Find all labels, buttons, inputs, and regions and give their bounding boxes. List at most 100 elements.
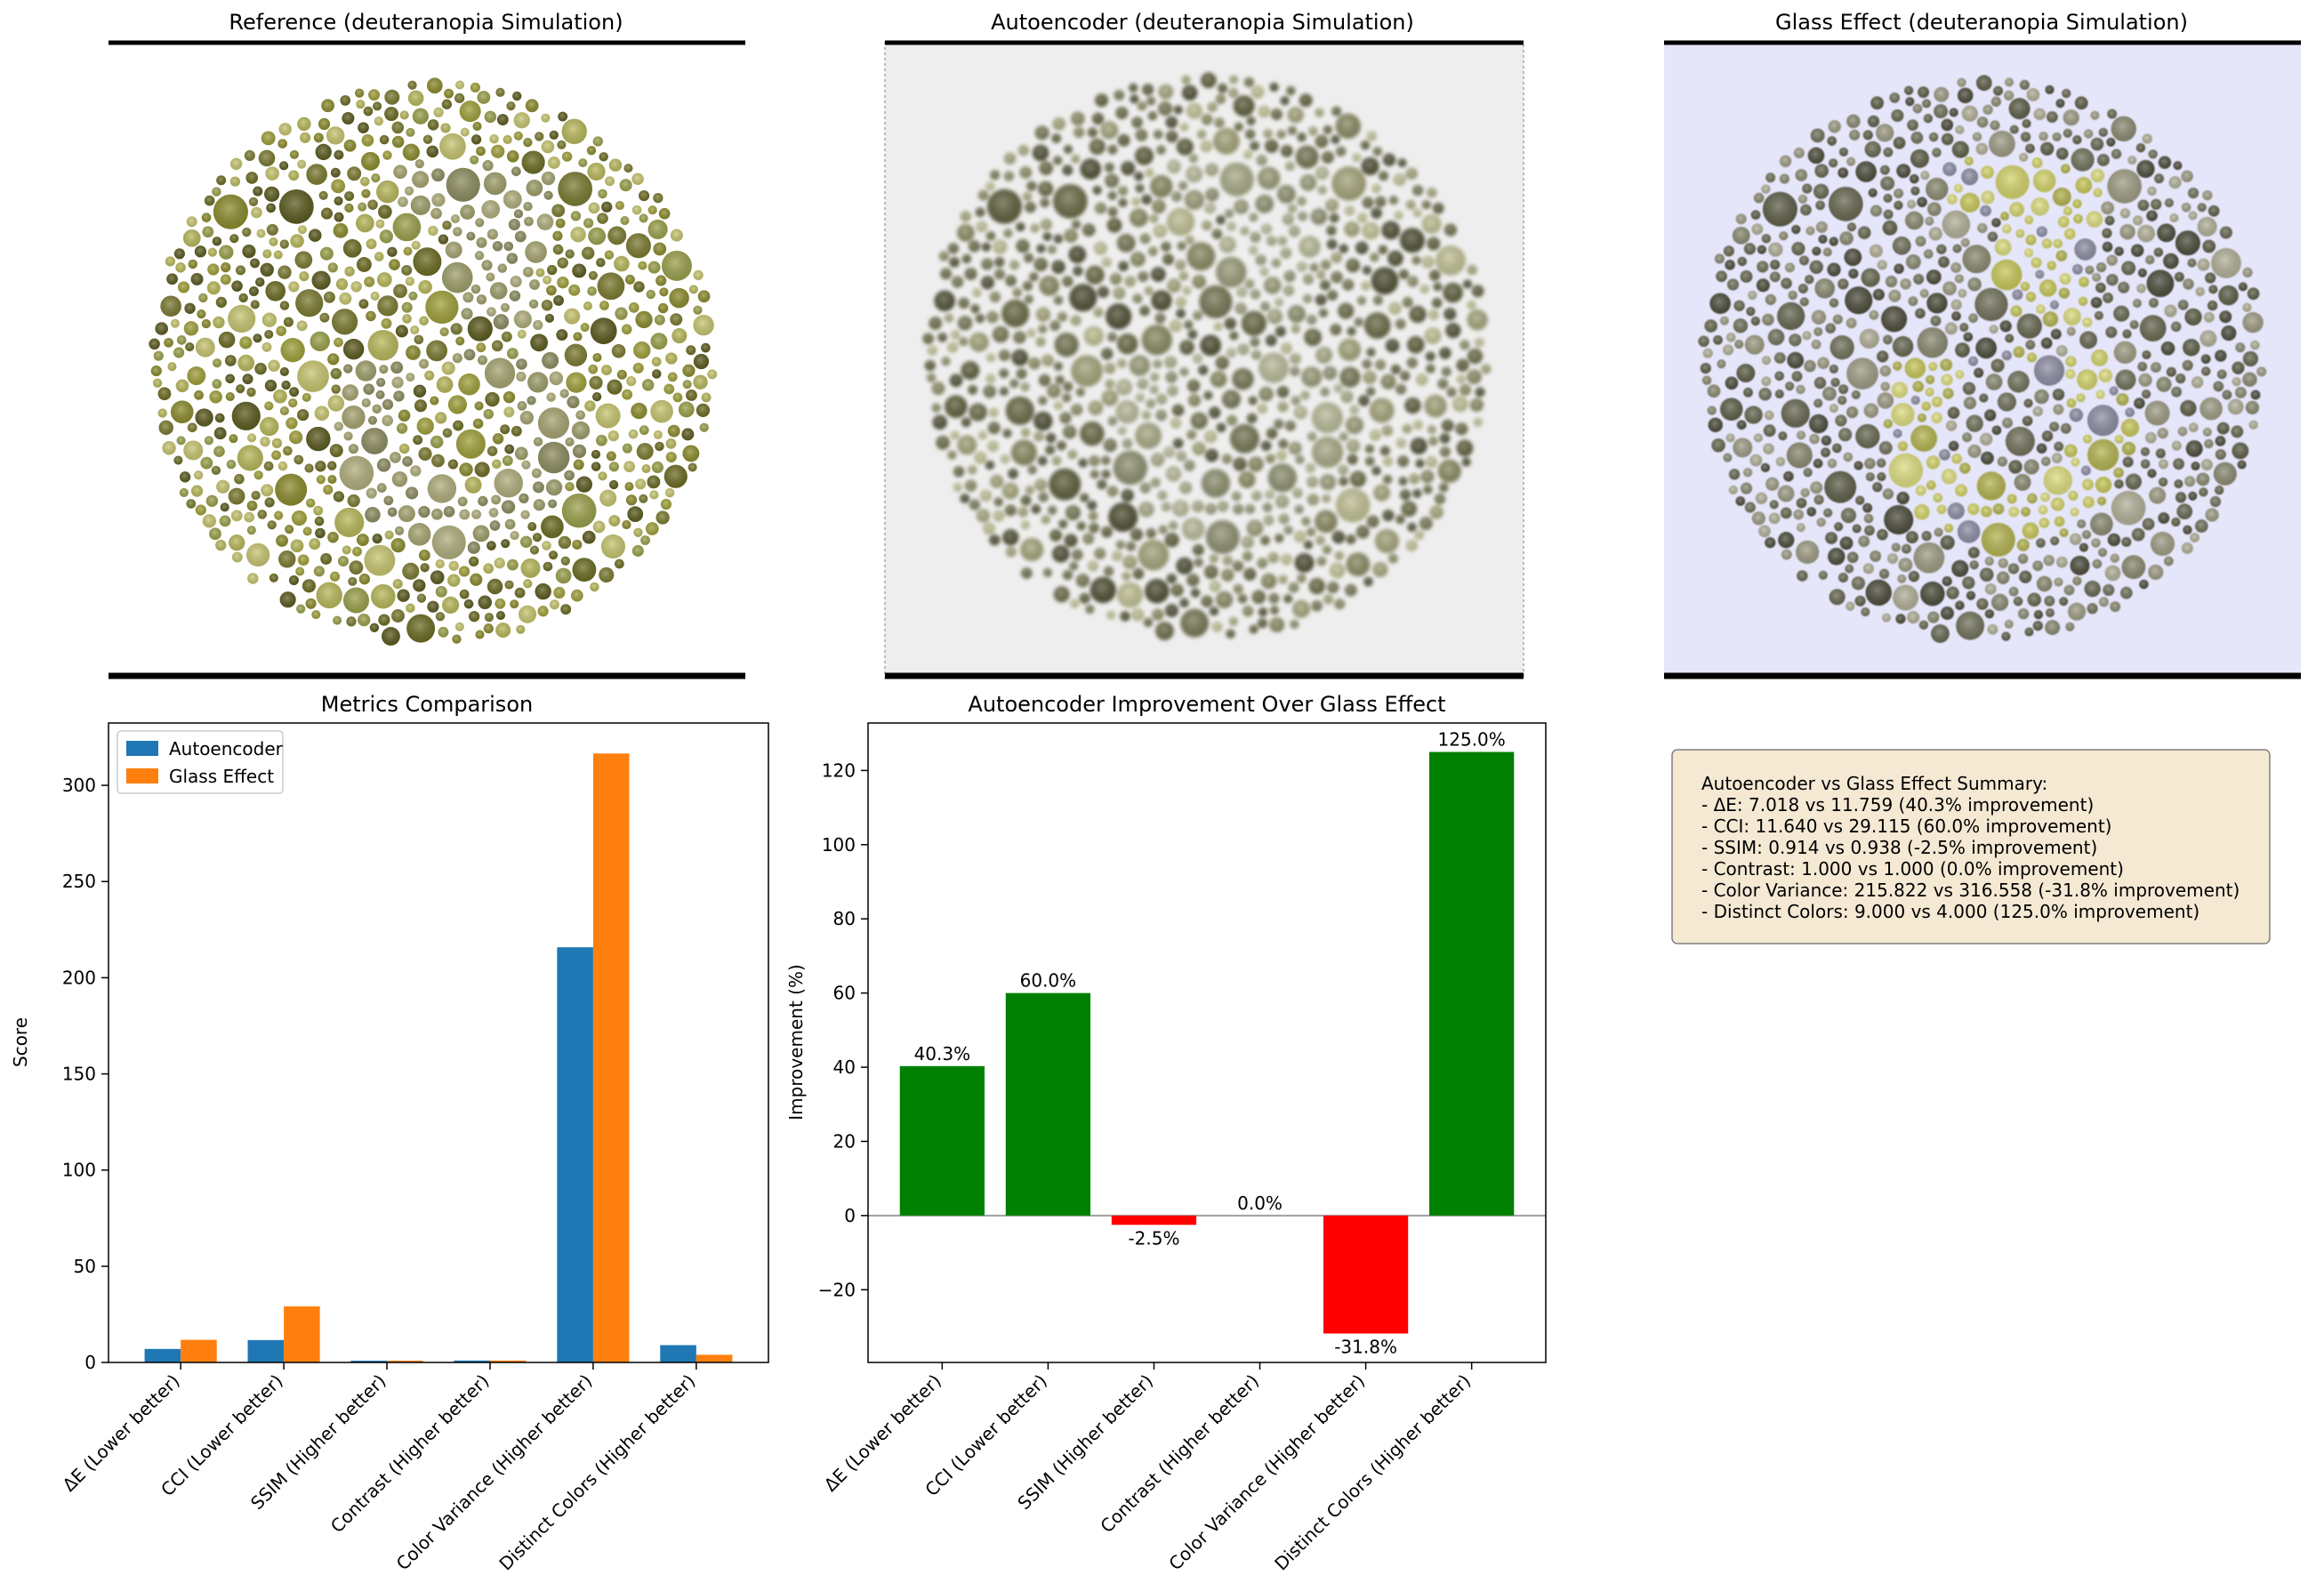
plate-dot-shade: [510, 276, 522, 288]
plate-dot-shade: [1331, 270, 1343, 284]
plate-dot-shade: [1122, 438, 1133, 449]
plate-dot-shade: [2107, 108, 2118, 119]
plate-dot-shade: [462, 292, 474, 303]
plate-dot-shade: [2232, 442, 2249, 460]
plate-dot-shade: [306, 498, 316, 508]
plate-dot-shade: [701, 392, 712, 403]
plate-dot-shade: [2242, 302, 2252, 312]
plate-dot-shade: [1460, 384, 1471, 396]
plate-dot-shade: [601, 365, 612, 376]
plate-dot-shade: [1219, 162, 1254, 197]
plate-dot-shade: [961, 361, 980, 381]
plate-dot-shade: [1116, 582, 1144, 608]
plate-dot-shade: [555, 567, 572, 584]
plate-dot-shade: [1237, 593, 1248, 604]
plate-dot-shade: [1243, 76, 1254, 88]
plate-dot-shade: [1064, 534, 1078, 548]
plate-dot-shade: [977, 189, 989, 201]
plate-dot-shade: [1864, 141, 1881, 158]
plate-dot-shade: [1229, 331, 1239, 341]
plate-dot-shade: [1990, 120, 2000, 131]
plate-dot-shade: [304, 463, 314, 473]
plate-dot-shade: [636, 443, 654, 461]
plate-dot-shade: [463, 599, 474, 609]
plate-dot-shade: [326, 126, 345, 145]
plate-dot-shade: [184, 302, 196, 314]
plate-dot-shade: [2059, 527, 2069, 538]
plate-dot-shade: [209, 390, 222, 404]
plate-dot-shade: [1142, 84, 1154, 96]
plate-dot-shade: [413, 435, 423, 446]
plate-dot-shade: [391, 471, 408, 487]
plate-dot-shade: [1184, 460, 1195, 471]
plate-dot-shade: [1054, 333, 1079, 358]
plate-dot-shade: [1781, 549, 1792, 560]
plate-dot-shade: [2095, 390, 2105, 399]
plate-dot-shade: [200, 456, 213, 470]
plate-dot-shade: [1994, 238, 2012, 256]
plate-dot-shade: [1278, 575, 1288, 584]
plate-dot-shade: [2052, 187, 2071, 206]
plate-dot-shade: [1164, 356, 1178, 369]
plate-dot-shade: [1467, 264, 1477, 276]
plate-dot-shade: [514, 587, 526, 599]
plate-dot-shade: [1217, 501, 1229, 512]
plate-dot-shade: [1216, 422, 1226, 433]
plate-dot-shade: [1008, 468, 1018, 479]
plate-dot-shade: [296, 320, 308, 332]
plate-dot-shade: [1813, 494, 1824, 505]
plate-dot-shade: [529, 545, 539, 555]
plate-dot-shade: [1347, 326, 1356, 336]
plate-dot-shade: [1299, 93, 1313, 108]
plate-dot-shade: [475, 218, 485, 228]
plate-dot-shade: [288, 170, 300, 181]
plate-dot-shade: [1439, 347, 1451, 359]
plate-dot-shade: [575, 410, 585, 421]
plate-dot-shade: [1975, 337, 1997, 359]
plate-dot-shade: [379, 134, 390, 145]
bar-autoencoder-3: [454, 1360, 490, 1362]
plate-dot-shade: [2174, 271, 2184, 282]
plate-dot-shade: [407, 523, 431, 546]
plate-dot-shade: [483, 623, 494, 634]
plate-dot-shade: [2036, 538, 2046, 548]
plate-dot-shade: [1779, 173, 1789, 184]
plate-dot-shade: [1004, 504, 1017, 517]
plate-dot-shade: [313, 505, 324, 516]
plate-dot-shade: [297, 117, 311, 132]
plate-dot-shade: [2084, 580, 2101, 598]
plate-dot-shade: [467, 316, 493, 342]
plate-dot-shade: [430, 570, 445, 584]
plate-dot-shade: [1919, 288, 1929, 298]
plate-dot-shade: [1356, 296, 1366, 306]
plate-dot-shade: [342, 545, 351, 555]
plate-dot-shade: [1878, 568, 1890, 579]
plate-dot-shade: [1228, 616, 1238, 626]
plate-dot-shade: [1882, 613, 1892, 623]
plate-dot-shade: [155, 322, 169, 335]
plate-dot-shade: [517, 329, 527, 339]
plate-dot-shade: [401, 264, 413, 276]
plate-dot-shade: [492, 433, 504, 445]
plate-dot-shade: [1796, 523, 1805, 533]
plate-dot-shade: [556, 329, 568, 342]
plate-dot-shade: [1813, 398, 1823, 408]
plate-dot-shade: [537, 441, 570, 474]
plate-dot-shade: [209, 527, 221, 541]
plate-dot-shade: [438, 234, 449, 245]
plate-dot-shade: [433, 107, 444, 117]
plate-dot-shade: [1042, 567, 1052, 577]
plate-dot-shade: [2056, 556, 2068, 568]
plate-dot-shade: [1915, 236, 1926, 247]
plate-dot-shade: [2025, 143, 2035, 154]
plate-dot-shade: [1179, 340, 1194, 355]
plate-dot-shade: [1193, 353, 1203, 364]
plate-dot-shade: [1291, 324, 1300, 333]
plate-dot-shade: [1146, 528, 1156, 539]
plate-dot-shade: [655, 441, 664, 452]
plate-dot-shade: [1080, 493, 1090, 502]
panel-glass: Glass Effect (deuteranopia Simulation): [1664, 10, 2301, 679]
plate-dot-shade: [1051, 260, 1066, 274]
plate-dot-shade: [1169, 319, 1182, 333]
plate-dot-shade: [564, 470, 575, 481]
